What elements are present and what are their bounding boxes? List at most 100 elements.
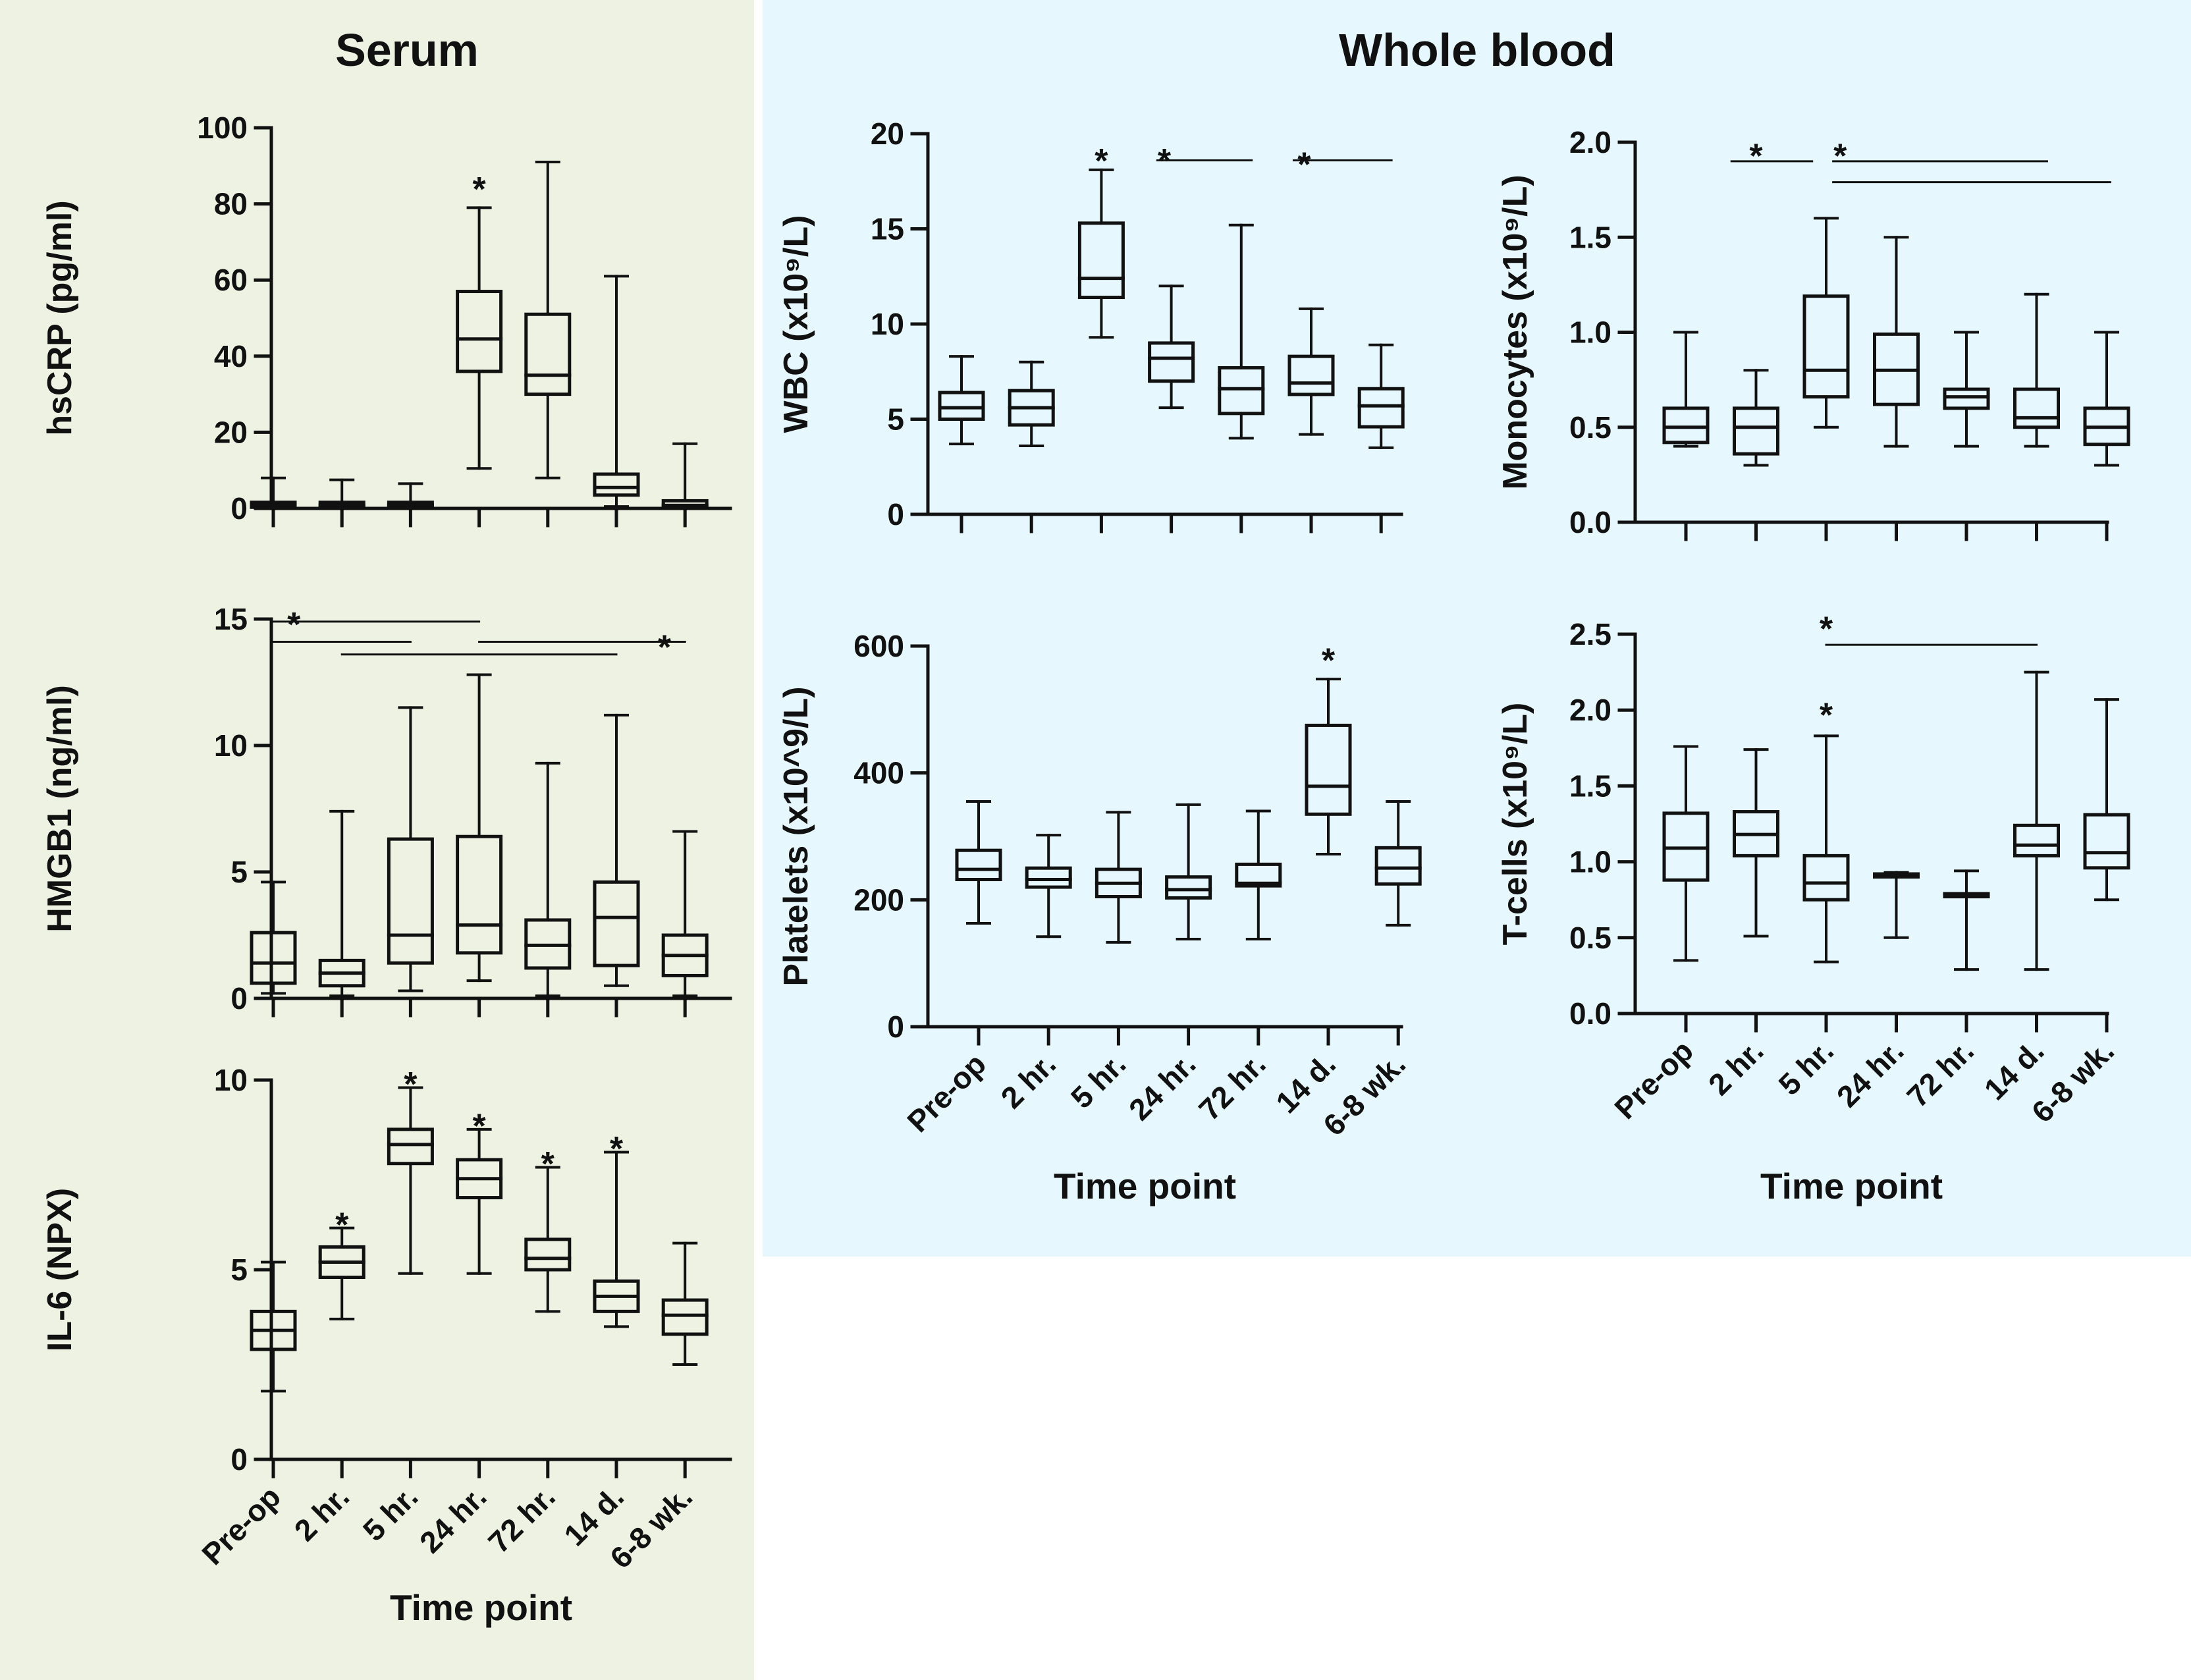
hmgb1-box-2: [387, 706, 434, 1017]
hscrp-iqr-box: [593, 472, 640, 497]
il6-iqr-box: [661, 1298, 709, 1336]
il6-y-tick-label: 10: [214, 1063, 248, 1097]
platelets-box-3: [1165, 803, 1212, 1046]
monocytes-iqr-box: [1802, 294, 1850, 399]
platelets-iqr-box: [955, 848, 1002, 882]
whole-blood-panel-title: Whole blood: [1339, 24, 1615, 76]
platelets-y-tick-label: 600: [853, 629, 904, 663]
platelets-iqr-box: [1165, 875, 1212, 900]
monocytes-box-5: [2013, 292, 2060, 541]
platelets-significance-star: *: [1322, 642, 1336, 680]
tcells-box-5: [2013, 670, 2060, 1033]
wbc-iqr-box: [1218, 366, 1265, 416]
tcells-y-tick-label: 2.5: [1569, 617, 1611, 651]
platelets-box-6: [1374, 800, 1422, 1046]
il6-box-3: [456, 1127, 503, 1478]
hmgb1-iqr-box: [250, 931, 297, 985]
wbc-box-1: [1008, 360, 1055, 533]
tcells-y-tick-label: 1.5: [1569, 769, 1611, 803]
monocytes-box-2: [1802, 217, 1850, 541]
serum-panel-background: [0, 0, 754, 1680]
wbc-iqr-box: [1357, 387, 1405, 429]
hmgb1-box-3: [456, 673, 503, 1017]
hscrp-y-tick-label: 0: [230, 491, 248, 526]
tcells-box-3: [1873, 871, 1920, 1033]
hmgb1-y-tick-label: 10: [214, 728, 248, 763]
tcells-y-tick-label: 0.0: [1569, 996, 1611, 1031]
wbc-box-3: [1148, 285, 1195, 533]
hmgb1-significance-star: *: [658, 629, 672, 667]
monocytes-y-tick-label: 1.0: [1569, 315, 1611, 350]
platelets-y-tick-label: 400: [853, 756, 904, 790]
hscrp-y-tick-label: 40: [214, 339, 248, 373]
hscrp-y-tick-label: 60: [214, 263, 248, 297]
hscrp-box-3: [456, 206, 503, 528]
hmgb1-y-tick-label: 5: [230, 855, 248, 889]
tcells-y-tick-label: 1.0: [1569, 845, 1611, 879]
monocytes-significance-star: *: [1833, 138, 1847, 176]
il6-box-4: [524, 1166, 572, 1478]
hscrp-iqr-box: [524, 312, 572, 396]
wbc-significance-star: *: [1297, 146, 1311, 184]
hmgb1-iqr-box: [387, 837, 434, 965]
il6-y-axis-label: IL-6 (NPX): [41, 1188, 79, 1351]
monocytes-iqr-box: [1733, 406, 1779, 456]
platelets-y-axis-label: Platelets (x10^9/L): [777, 686, 815, 986]
il6-y-tick-label: 0: [230, 1442, 248, 1477]
tcells-box-4: [1943, 869, 1990, 1033]
hmgb1-y-tick-label: 0: [230, 981, 248, 1016]
hscrp-iqr-box: [456, 290, 503, 373]
wbc-iqr-box: [1077, 221, 1125, 300]
hscrp-y-tick-label: 100: [197, 111, 248, 145]
hmgb1-iqr-box: [456, 834, 503, 955]
wbc-y-tick-label: 0: [887, 497, 904, 531]
hmgb1-iqr-box: [593, 880, 640, 967]
wbc-significance-star: *: [1095, 142, 1108, 180]
il6-box-6: [661, 1241, 709, 1478]
monocytes-y-tick-label: 1.5: [1569, 220, 1611, 254]
wbc-significance-star: *: [1158, 142, 1172, 180]
hmgb1-box-1: [318, 809, 365, 1017]
monocytes-box-3: [1873, 236, 1920, 541]
platelets-box-5: [1305, 678, 1352, 1046]
monocytes-box-6: [2083, 331, 2130, 541]
platelets-x-axis-label: Time point: [1054, 1166, 1236, 1206]
wbc-box-2: [1077, 168, 1125, 533]
hscrp-box-0: [250, 476, 297, 528]
il6-significance-star: *: [472, 1108, 486, 1146]
il6-x-axis-label: Time point: [390, 1587, 572, 1628]
tcells-y-tick-label: 2.0: [1569, 693, 1611, 727]
hmgb1-box-6: [661, 830, 709, 1017]
tcells-significance-star: *: [1820, 610, 1833, 648]
monocytes-iqr-box: [1943, 387, 1990, 410]
monocytes-y-tick-label: 2.0: [1569, 125, 1611, 159]
monocytes-chart: 0.0 0.5 1.0 1.5 2.0 Monocytes (x10⁹/L) * *: [1496, 125, 2130, 541]
hscrp-box-6: [661, 442, 709, 528]
il6-y-tick-label: 5: [230, 1253, 248, 1287]
wbc-y-tick-label: 5: [887, 402, 904, 437]
tcells-iqr-box: [2083, 813, 2130, 870]
platelets-y-tick-label: 200: [853, 882, 904, 917]
monocytes-iqr-box: [1662, 406, 1710, 445]
hscrp-significance-star: *: [472, 171, 486, 209]
hmgb1-box-0: [250, 881, 297, 1017]
platelets-box-2: [1095, 811, 1142, 1046]
tcells-iqr-box: [1802, 854, 1850, 902]
platelets-box-4: [1235, 809, 1282, 1046]
wbc-chart: 0 5 10 15 20 WBC (x10⁹/L) * * *: [777, 117, 1405, 533]
tcells-box-2: [1802, 734, 1850, 1033]
il6-box-1: [318, 1226, 365, 1478]
platelets-box-0: [955, 800, 1002, 1046]
hscrp-box-1: [318, 478, 365, 528]
monocytes-significance-star: *: [1749, 138, 1763, 176]
il6-iqr-box: [387, 1127, 434, 1166]
hscrp-y-tick-label: 20: [214, 415, 248, 449]
whole-blood-panel-background: [763, 0, 2191, 1257]
wbc-iqr-box: [938, 391, 985, 421]
il6-iqr-box: [524, 1237, 572, 1272]
tcells-iqr-box: [2013, 823, 2060, 857]
wbc-box-0: [938, 355, 985, 533]
tcells-box-6: [2083, 698, 2130, 1033]
il6-significance-star: *: [335, 1206, 349, 1244]
platelets-iqr-box: [1305, 723, 1352, 816]
